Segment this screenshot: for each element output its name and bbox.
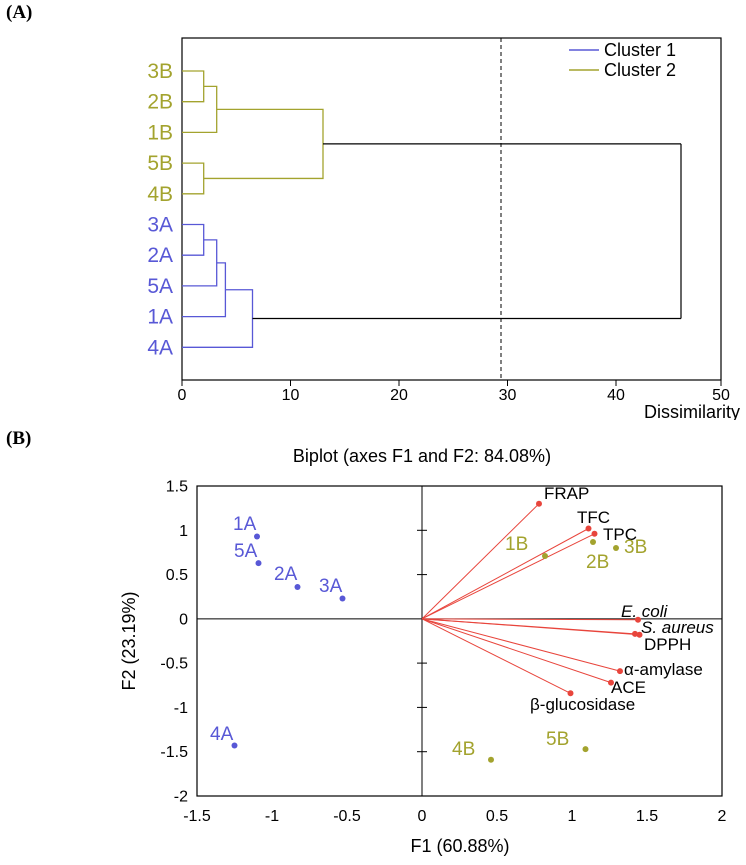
svg-text:5A: 5A xyxy=(147,275,173,298)
svg-text:1: 1 xyxy=(568,808,577,825)
svg-text:2B: 2B xyxy=(147,91,173,114)
svg-text:DPPH: DPPH xyxy=(644,635,691,654)
svg-text:3A: 3A xyxy=(147,214,173,237)
svg-text:-1: -1 xyxy=(265,808,279,825)
svg-text:-0.5: -0.5 xyxy=(333,808,361,825)
svg-text:Cluster 1: Cluster 1 xyxy=(604,40,676,60)
svg-text:2B: 2B xyxy=(586,552,609,573)
svg-text:2A: 2A xyxy=(274,564,298,585)
svg-text:-1.5: -1.5 xyxy=(183,808,211,825)
svg-text:F2 (23.19%): F2 (23.19%) xyxy=(119,591,139,690)
svg-text:1A: 1A xyxy=(147,306,173,329)
svg-text:-0.5: -0.5 xyxy=(160,656,188,673)
svg-text:-1: -1 xyxy=(174,700,188,717)
svg-text:2A: 2A xyxy=(147,244,173,267)
svg-text:4B: 4B xyxy=(452,739,475,760)
svg-text:FRAP: FRAP xyxy=(544,484,589,503)
svg-text:2: 2 xyxy=(718,808,727,825)
svg-text:20: 20 xyxy=(390,387,408,404)
svg-text:5B: 5B xyxy=(546,729,569,750)
svg-text:0: 0 xyxy=(178,387,187,404)
svg-text:0: 0 xyxy=(179,611,188,628)
svg-text:β-glucosidase: β-glucosidase xyxy=(530,695,635,714)
svg-text:3A: 3A xyxy=(319,576,343,597)
svg-text:-1.5: -1.5 xyxy=(160,744,188,761)
svg-text:5B: 5B xyxy=(147,152,173,175)
svg-text:1.5: 1.5 xyxy=(166,479,188,496)
svg-text:10: 10 xyxy=(282,387,300,404)
svg-text:1A: 1A xyxy=(233,514,257,535)
svg-text:-2: -2 xyxy=(174,789,188,806)
svg-text:F1 (60.88%): F1 (60.88%) xyxy=(410,836,509,856)
svg-text:1B: 1B xyxy=(505,534,528,555)
svg-text:5A: 5A xyxy=(234,541,258,562)
svg-text:4B: 4B xyxy=(147,183,173,206)
svg-text:40: 40 xyxy=(607,387,625,404)
svg-text:3B: 3B xyxy=(624,537,647,558)
svg-text:0.5: 0.5 xyxy=(486,808,508,825)
svg-text:0.5: 0.5 xyxy=(166,567,188,584)
svg-text:4A: 4A xyxy=(147,336,173,359)
svg-text:Biplot (axes F1 and F2: 84.08%: Biplot (axes F1 and F2: 84.08%) xyxy=(293,446,551,466)
svg-text:1.5: 1.5 xyxy=(636,808,658,825)
svg-text:1B: 1B xyxy=(147,121,173,144)
svg-text:30: 30 xyxy=(499,387,517,404)
svg-text:α-amylase: α-amylase xyxy=(624,660,703,679)
svg-text:0: 0 xyxy=(418,808,427,825)
svg-text:4A: 4A xyxy=(210,724,234,745)
svg-text:Cluster 2: Cluster 2 xyxy=(604,60,676,80)
svg-text:3B: 3B xyxy=(147,60,173,83)
svg-text:Dissimilarity: Dissimilarity xyxy=(644,402,740,420)
svg-text:1: 1 xyxy=(179,523,188,540)
